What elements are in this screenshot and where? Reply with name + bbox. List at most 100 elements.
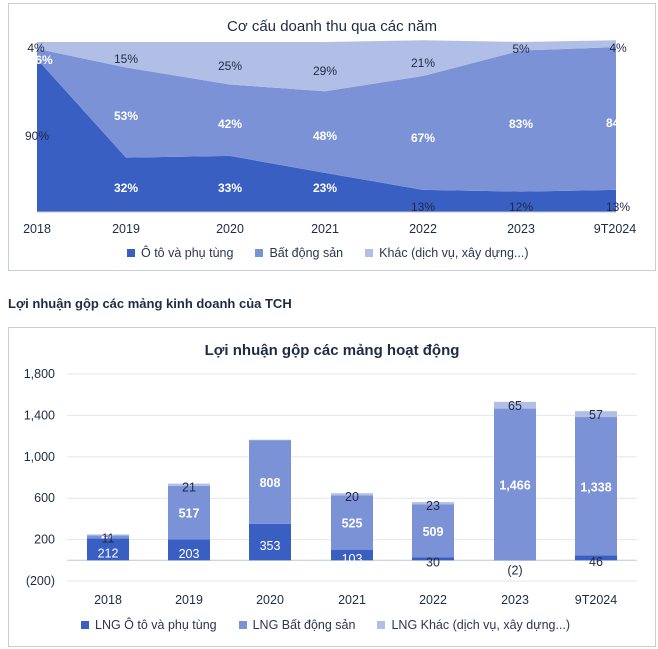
- bar-segment-1: [331, 495, 373, 550]
- bar-data-label: (2): [507, 563, 522, 577]
- bar-data-label: 1,466: [499, 478, 530, 492]
- legend-swatch: [238, 621, 247, 629]
- gross-profit-legend: LNG Ô tô và phụ tùng LNG Bất động sản LNG …: [81, 618, 570, 632]
- bar-data-label: 57: [589, 408, 603, 422]
- bar-segment-1: [494, 408, 536, 561]
- bar-segment-0: [575, 555, 617, 561]
- x-tick-label: 9T2024: [594, 222, 636, 236]
- bar-data-label: 11: [102, 531, 115, 545]
- area-data-label: 5%: [512, 42, 530, 56]
- area-data-label: 42%: [218, 117, 242, 131]
- bar-data-label: 1,338: [580, 480, 611, 494]
- area-data-label: 67%: [411, 131, 435, 145]
- area-data-label: 6%: [35, 53, 53, 67]
- area-data-label: 13%: [411, 200, 435, 214]
- area-series-0: [37, 59, 616, 212]
- x-tick-label: 2019: [112, 222, 140, 236]
- y-tick-label: 600: [34, 491, 55, 505]
- bar-data-label: 23: [426, 499, 440, 513]
- x-tick-label: 2021: [338, 593, 366, 607]
- area-data-label: 13%: [606, 200, 630, 214]
- area-data-label: 29%: [313, 64, 337, 78]
- area-series-1: [37, 47, 616, 192]
- x-tick-label: 2022: [409, 222, 437, 236]
- bar-segment-2: [87, 534, 129, 536]
- legend-label: LNG Khác (dịch vụ, xây dựng...): [391, 618, 571, 632]
- x-tick-label: 2019: [175, 593, 203, 607]
- legend-swatch: [255, 249, 264, 257]
- x-tick-label: 9T2024: [575, 593, 617, 607]
- area-data-label: 23%: [313, 181, 337, 195]
- bar-segment-0: [249, 523, 291, 561]
- legend-label: Bất động sản: [269, 246, 344, 260]
- bar-data-label: 353: [260, 539, 281, 553]
- revenue-structure-legend: Ô tô và phụ tùng Bất động sản Khác (dịch v…: [127, 246, 529, 260]
- x-tick-label: 2023: [501, 593, 529, 607]
- area-data-label: 21%: [411, 56, 435, 70]
- legend-swatch: [127, 249, 135, 257]
- y-tick-label: 1,400: [24, 408, 55, 422]
- bar-data-label: 30: [426, 556, 440, 570]
- area-data-label: 12%: [509, 200, 533, 214]
- bar-segment-0: [331, 549, 373, 561]
- bar-data-label: 203: [179, 547, 200, 561]
- bar-data-label: 525: [342, 516, 363, 530]
- bar-segment-1: [168, 485, 210, 540]
- bar-data-label: 21: [182, 481, 196, 495]
- bar-data-label: 212: [98, 546, 119, 560]
- area-data-label: 32%: [114, 181, 138, 195]
- gross-profit-bar-chart: Lợi nhuận gộp các mảng hoạt động (200) 200…: [24, 342, 637, 607]
- bar-segment-2: [494, 401, 536, 409]
- bar-segment-1: [412, 504, 454, 558]
- bar-segment-2: [412, 502, 454, 505]
- bar-data-label: 46: [589, 555, 603, 569]
- chart-title: Cơ cấu doanh thu qua các năm: [227, 18, 437, 35]
- bar-segment-0: [168, 539, 210, 561]
- bar-segment-1: [249, 440, 291, 524]
- bar-segment-2: [331, 493, 373, 496]
- x-tick-label: 2023: [507, 222, 535, 236]
- bar-segment-2: [168, 483, 210, 486]
- area-series-2: [37, 40, 616, 92]
- legend-item: LNG Khác (dịch vụ, xây dựng...): [377, 618, 570, 632]
- bar-segment-2: [575, 411, 617, 418]
- x-tick-label: 2022: [419, 593, 447, 607]
- bar-segment-1: [87, 535, 129, 539]
- x-tick-label: 2018: [94, 593, 122, 607]
- section-heading: Lợi nhuận gộp các mảng kinh doanh của TC…: [8, 296, 292, 311]
- area-data-label: 48%: [313, 129, 337, 143]
- bar-segment-0: [87, 538, 129, 561]
- y-tick-label: 1,000: [24, 450, 55, 464]
- legend-swatch: [377, 621, 386, 629]
- area-data-label: 83%: [509, 117, 533, 131]
- legend-swatch: [365, 249, 374, 257]
- legend-label: Khác (dịch vụ, xây dựng...): [379, 246, 529, 260]
- bar-data-label: 27: [101, 528, 115, 542]
- x-tick-label: 2020: [256, 593, 284, 607]
- y-tick-label: 200: [34, 533, 55, 547]
- bar-data-label: 20: [345, 490, 359, 504]
- area-data-label: 4%: [27, 41, 45, 55]
- x-tick-label: 2020: [216, 222, 244, 236]
- legend-label: LNG Ô tô và phụ tùng: [95, 618, 217, 632]
- bar-data-label: 808: [260, 476, 281, 490]
- y-tick-label: 1,800: [24, 367, 55, 381]
- bar-data-label: 517: [179, 507, 200, 521]
- x-tick-label: 2018: [23, 222, 51, 236]
- revenue-structure-area-chart: Cơ cấu doanh thu qua các năm 90% 32% 33% 23%…: [23, 18, 636, 236]
- legend-item: LNG Ô tô và phụ tùng: [81, 618, 217, 632]
- x-tick-label: 2021: [311, 222, 339, 236]
- area-data-label: 53%: [114, 109, 138, 123]
- bar-data-label: 65: [508, 399, 522, 413]
- area-data-label: 25%: [218, 59, 242, 73]
- area-data-label: 90%: [25, 129, 49, 143]
- legend-label: Ô tô và phụ tùng: [141, 246, 234, 260]
- legend-item: Ô tô và phụ tùng: [127, 246, 233, 260]
- bar-data-label: 103: [342, 552, 363, 566]
- legend-item: LNG Bất động sản: [238, 618, 355, 632]
- legend-item: Bất động sản: [255, 246, 343, 260]
- bar-data-label: 509: [423, 525, 444, 539]
- y-tick-label: (200): [26, 574, 55, 588]
- area-data-label: 15%: [114, 52, 138, 66]
- bar-segment-0: [412, 557, 454, 561]
